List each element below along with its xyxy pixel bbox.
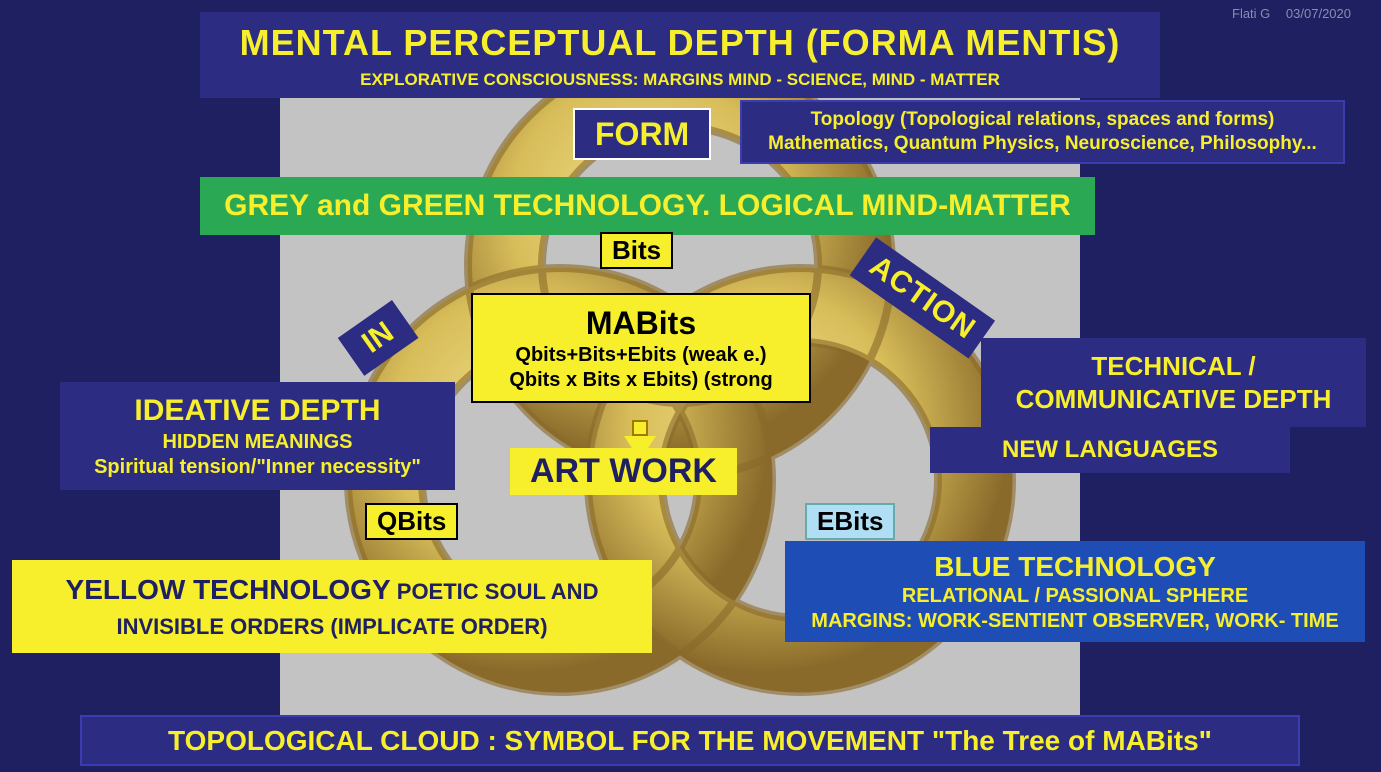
footer-bar: TOPOLOGICAL CLOUD : SYMBOL FOR THE MOVEM… xyxy=(80,715,1300,766)
form-tag: FORM xyxy=(573,108,711,160)
technical-title-box: TECHNICAL / COMMUNICATIVE DEPTH xyxy=(981,338,1366,427)
form-desc-l2: Mathematics, Quantum Physics, Neuroscien… xyxy=(756,132,1329,156)
green-tech-bar: GREY and GREEN TECHNOLOGY. LOGICAL MIND-… xyxy=(200,177,1095,235)
main-title-box: MENTAL PERCEPTUAL DEPTH (FORMA MENTIS) E… xyxy=(200,12,1160,98)
main-subtitle: EXPLORATIVE CONSCIOUSNESS: MARGINS MIND … xyxy=(216,69,1144,90)
mabits-l1: Qbits+Bits+Ebits (weak e.) xyxy=(483,343,799,368)
mabits-box: MABits Qbits+Bits+Ebits (weak e.) Qbits … xyxy=(471,293,811,403)
mabits-l2: Qbits x Bits x Ebits) (strong xyxy=(483,368,799,393)
yellow-tech-l2: INVISIBLE ORDERS (IMPLICATE ORDER) xyxy=(22,613,642,641)
yellow-tech-box: YELLOW TECHNOLOGY POETIC SOUL AND INVISI… xyxy=(12,560,652,653)
blue-tech-box: BLUE TECHNOLOGY RELATIONAL / PASSIONAL S… xyxy=(785,541,1365,642)
form-desc-l1: Topology (Topological relations, spaces … xyxy=(756,108,1329,132)
ideative-box: IDEATIVE DEPTH HIDDEN MEANINGS Spiritual… xyxy=(60,382,455,490)
blue-tech-l1: RELATIONAL / PASSIONAL SPHERE xyxy=(795,584,1355,609)
qbits-tag: QBits xyxy=(365,503,458,540)
form-desc-box: Topology (Topological relations, spaces … xyxy=(740,100,1345,164)
author-label: Flati G xyxy=(1232,6,1270,21)
artwork-label: ART WORK xyxy=(510,448,737,495)
date-label: 03/07/2020 xyxy=(1286,6,1351,21)
ideative-title: IDEATIVE DEPTH xyxy=(72,392,443,430)
main-title: MENTAL PERCEPTUAL DEPTH (FORMA MENTIS) xyxy=(216,20,1144,65)
ideative-l2: Spiritual tension/"Inner necessity" xyxy=(72,455,443,480)
technical-sub-box: NEW LANGUAGES xyxy=(930,427,1290,473)
yellow-tech-rest: POETIC SOUL AND xyxy=(397,579,599,604)
blue-tech-l2: MARGINS: WORK-SENTIENT OBSERVER, WORK- T… xyxy=(795,609,1355,634)
meta-info: Flati G 03/07/2020 xyxy=(1220,6,1351,21)
form-tag-label: FORM xyxy=(595,116,689,152)
yellow-tech-title: YELLOW TECHNOLOGY xyxy=(66,574,391,605)
arrow-stem-icon xyxy=(632,420,648,436)
mabits-title: MABits xyxy=(483,303,799,343)
bits-tag: Bits xyxy=(600,232,673,269)
ebits-tag: EBits xyxy=(805,503,895,540)
blue-tech-title: BLUE TECHNOLOGY xyxy=(795,549,1355,584)
ideative-l1: HIDDEN MEANINGS xyxy=(72,430,443,455)
